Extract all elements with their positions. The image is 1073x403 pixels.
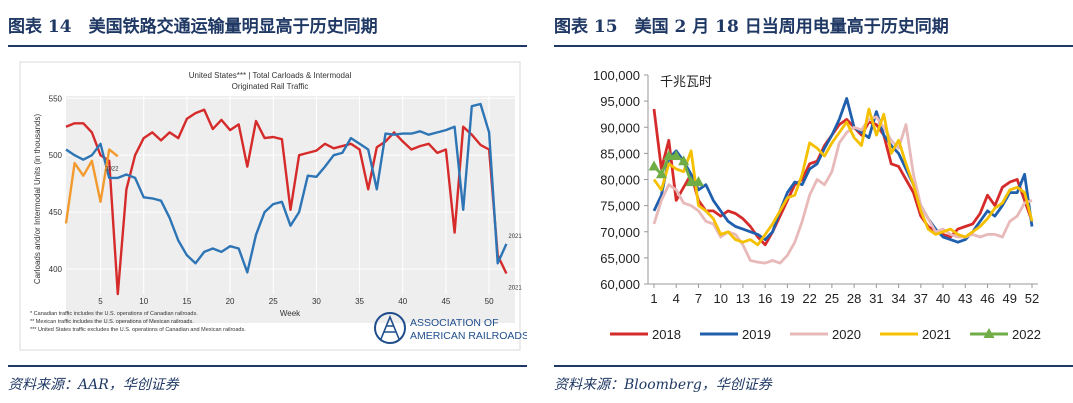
x-tick-label: 40 xyxy=(936,291,950,306)
y-tick-label: 75,000 xyxy=(600,199,640,214)
x-tick-label: 46 xyxy=(980,291,994,306)
chart-subtitle: Originated Rail Traffic xyxy=(232,82,309,91)
x-tick-label: 25 xyxy=(825,291,839,306)
x-tick-label: 34 xyxy=(891,291,905,306)
aar-logo-ring xyxy=(374,312,406,344)
x-tick-label: 5 xyxy=(98,297,103,306)
x-axis-label: Week xyxy=(280,309,301,318)
footnote-3: *** United States traffic excludes the U… xyxy=(30,327,246,333)
source-rule xyxy=(8,365,527,367)
chart-title: United States*** | Total Carloads & Inte… xyxy=(189,71,352,80)
y-tick-label: 85,000 xyxy=(600,146,640,161)
left-panel: 图表 14 美国铁路交通运输量明显高于历史同期 United States***… xyxy=(0,0,527,403)
legend-label-2022: 2022 xyxy=(1012,327,1041,342)
x-tick-label: 45 xyxy=(441,297,450,306)
y-axis-label: Carloads and/or Intermodal Units (in tho… xyxy=(33,114,42,285)
right-panel: 图表 15 美国 2 月 18 日当周用电量高于历史同期 60,000 65,00… xyxy=(548,0,1073,403)
x-tick-label: 37 xyxy=(914,291,928,306)
y-tick-label: 400 xyxy=(49,265,63,274)
figure-15-source: 资料来源：Bloomberg，华创证券 xyxy=(554,377,772,393)
legend-label-2020: 2020 xyxy=(832,327,861,342)
x-tick-label: 13 xyxy=(736,291,750,306)
series-line-2018 xyxy=(652,108,1034,247)
x-tick-label: 52 xyxy=(1025,291,1039,306)
legend-label-2019: 2019 xyxy=(742,327,771,342)
series-line-2022 xyxy=(64,148,119,224)
aar-logo-track-icon xyxy=(380,314,400,340)
source-rule xyxy=(554,365,1073,367)
point-2022 xyxy=(670,149,682,160)
series-line-2021 xyxy=(65,102,508,274)
series-layer: 2022 2021 2021 xyxy=(64,102,522,296)
figure-14-title: 图表 14 美国铁路交通运输量明显高于历史同期 xyxy=(8,17,378,37)
point-2022 xyxy=(655,168,667,179)
x-tick-label: 49 xyxy=(1003,291,1017,306)
x-tick-label: 30 xyxy=(312,297,321,306)
y-tick-label: 80,000 xyxy=(600,173,640,188)
x-tick-label: 10 xyxy=(713,291,727,306)
x-tick-label: 31 xyxy=(869,291,883,306)
annotation-2021: 2021 xyxy=(508,234,522,240)
electricity-chart: 60,000 65,000 70,000 75,000 80,000 85,000 90,0… xyxy=(593,68,1041,342)
y-tick-label: 550 xyxy=(49,94,63,103)
y-tick-label: 90,000 xyxy=(600,120,640,135)
y-tick-label: 95,000 xyxy=(600,94,640,109)
legend-label-2018: 2018 xyxy=(652,327,681,342)
x-tick-label: 25 xyxy=(269,297,278,306)
x-tick-label: 20 xyxy=(226,297,235,306)
y-tick-label: 70,000 xyxy=(600,225,640,240)
legend-marker-2022 xyxy=(983,328,995,338)
rail-traffic-chart: United States*** | Total Carloads & Inte… xyxy=(19,61,527,351)
x-tick-label: 10 xyxy=(139,297,148,306)
point-2022 xyxy=(678,155,690,166)
legend: 2018 2019 2020 2021 2022 xyxy=(610,327,1041,342)
y-tick-label: 450 xyxy=(49,208,63,217)
x-tick-label: 19 xyxy=(780,291,794,306)
series-line-2020 xyxy=(652,115,1033,265)
legend-label-2021: 2021 xyxy=(922,327,951,342)
aar-logo-text-2: AMERICAN RAILROADS xyxy=(410,330,527,342)
point-2022 xyxy=(648,160,660,171)
figure-14-source: 资料来源：AAR，华创证券 xyxy=(8,377,179,393)
series-line-2021 xyxy=(652,107,1034,247)
title-rule xyxy=(554,45,1073,47)
aar-logo: ASSOCIATION OF AMERICAN RAILROADS xyxy=(374,312,527,344)
x-tick-label: 15 xyxy=(182,297,191,306)
title-rule xyxy=(8,45,527,47)
x-tick-label: 40 xyxy=(398,297,407,306)
x-tick-label: 7 xyxy=(695,291,702,306)
axes: 400 450 500 550 5 10 15 20 25 30 35 40 45 50 xyxy=(49,94,494,306)
x-tick-label: 43 xyxy=(958,291,972,306)
footnote-2: ** Mexican traffic includes the U.S. ope… xyxy=(30,319,194,325)
x-tick-label: 16 xyxy=(758,291,772,306)
y-tick-label: 60,000 xyxy=(600,277,640,292)
y-tick-label: 65,000 xyxy=(600,251,640,266)
point-2022 xyxy=(685,176,697,187)
series-line-2020 xyxy=(65,108,508,296)
figure-15-title: 图表 15 美国 2 月 18 日当周用电量高于历史同期 xyxy=(554,17,949,37)
x-tick-label: 1 xyxy=(650,291,657,306)
x-tick-label: 35 xyxy=(355,297,364,306)
annotation-2021-end: 2021 xyxy=(508,286,522,292)
x-tick-label: 4 xyxy=(673,291,680,306)
point-2022 xyxy=(692,176,704,187)
x-tick-label: 50 xyxy=(485,297,494,306)
series-layer xyxy=(648,97,1034,265)
x-tick-label: 28 xyxy=(847,291,861,306)
axes: 60,000 65,000 70,000 75,000 80,000 85,000 90,0… xyxy=(593,68,1039,306)
y-tick-label: 500 xyxy=(49,151,63,160)
aar-logo-text-1: ASSOCIATION OF xyxy=(410,317,498,329)
point-2022 xyxy=(663,149,675,160)
footnote-1: * Canadian traffic includes the U.S. ope… xyxy=(30,311,198,317)
y-unit-label: 千兆瓦时 xyxy=(660,74,712,89)
annotation-2022: 2022 xyxy=(105,166,119,172)
x-tick-label: 22 xyxy=(802,291,816,306)
y-tick-label: 100,000 xyxy=(593,68,640,83)
